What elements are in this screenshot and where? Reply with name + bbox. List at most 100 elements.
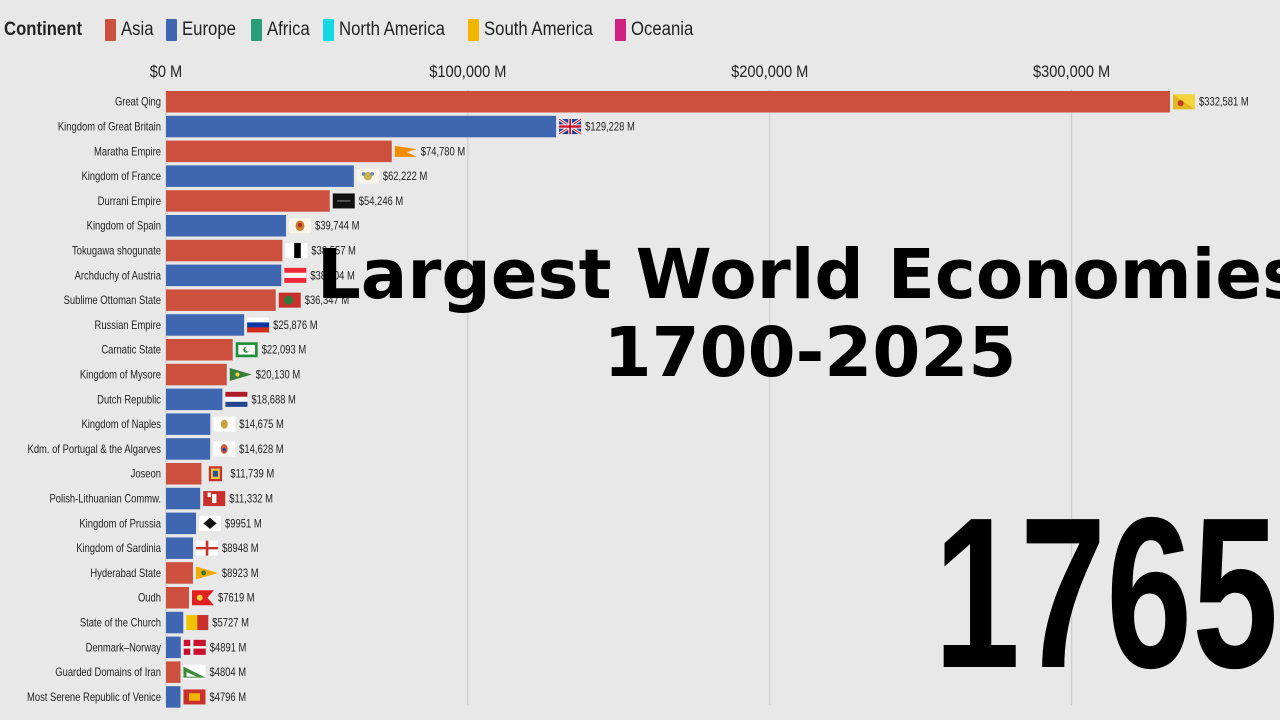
bar	[166, 636, 181, 659]
portugal-flag	[213, 441, 236, 457]
x-tick-label: $300,000 M	[1033, 63, 1110, 81]
category-label: Carnatic State	[101, 344, 161, 357]
france-flag	[356, 168, 379, 184]
value-label: $22,093 M	[262, 344, 306, 357]
bar-row: Denmark–Norway $4891 M	[86, 636, 246, 659]
value-label: $4804 M	[210, 666, 247, 679]
bar-row: Kingdom of France $62,222 M	[81, 165, 427, 187]
bar-row: Kingdom of Naples $14,675 M	[81, 413, 284, 435]
qing-flag	[1173, 94, 1195, 110]
bar	[166, 239, 283, 262]
category-label: Hyderabad State	[90, 567, 161, 580]
category-label: Great Qing	[115, 96, 161, 109]
value-label: $18,688 M	[251, 394, 295, 407]
bar-row: Hyderabad State $8923 M	[90, 562, 259, 584]
naples-flag	[213, 416, 236, 432]
value-label: $4796 M	[209, 691, 246, 704]
value-label: $54,246 M	[359, 195, 403, 208]
bar-row: Oudh $7619 M	[138, 587, 255, 609]
category-label: Kdm. of Portugal & the Algarves	[28, 443, 161, 456]
bar-row: Most Serene Republic of Venice $4796 M	[27, 686, 246, 708]
tokugawa-flag	[285, 243, 308, 259]
category-label: Kingdom of Mysore	[80, 369, 161, 382]
bar-row: Kingdom of Mysore $20,130 M	[80, 363, 300, 386]
bar	[166, 537, 194, 559]
value-label: $20,130 M	[256, 369, 300, 382]
poland-flag	[203, 491, 226, 507]
category-label: Maratha Empire	[94, 146, 161, 159]
category-label: Sublime Ottoman State	[64, 294, 161, 307]
bar	[166, 289, 276, 311]
bar	[166, 388, 223, 411]
bar-row: Kingdom of Prussia $9951 M	[79, 512, 262, 535]
bar-row: Kingdom of Spain $39,744 M	[87, 215, 359, 237]
legend-label: Oceania	[631, 19, 694, 40]
value-label: $11,739 M	[230, 468, 274, 481]
sardinia-flag	[196, 540, 219, 556]
bar	[166, 363, 227, 386]
category-label: Kingdom of Naples	[81, 418, 161, 431]
bar-row: Russian Empire $25,876 M	[95, 314, 318, 336]
spain-flag	[288, 218, 311, 234]
bar-row: Tokugawa shogunate $38,557 M	[72, 239, 356, 262]
x-tick-label: $100,000 M	[429, 63, 506, 81]
legend: Continent Asia Europe Africa North Ameri…	[4, 18, 710, 42]
bar	[166, 438, 211, 460]
legend-swatch	[104, 19, 116, 41]
bar	[166, 140, 392, 163]
bar-row: Guarded Domains of Iran $4804 M	[55, 661, 246, 683]
x-axis-ticks: $0 M $100,000 M $200,000 M $300,000 M	[150, 63, 1110, 81]
bar-row: Kingdom of Great Britain $129,228 M	[58, 115, 635, 138]
bar	[166, 115, 557, 138]
venice-flag	[183, 689, 206, 705]
papal-flag	[186, 615, 209, 631]
value-label: $39,744 M	[315, 220, 359, 233]
year-label: 1765	[933, 472, 1278, 713]
category-label: Polish-Lithuanian Commw.	[50, 493, 161, 506]
category-label: Joseon	[131, 468, 162, 481]
bar	[166, 562, 193, 584]
value-label: $74,780 M	[421, 146, 465, 159]
legend-item-south-america: South America	[467, 19, 608, 41]
bar-row: Sublime Ottoman State $36,347 M	[64, 289, 349, 311]
category-label: Kingdom of Prussia	[79, 518, 161, 531]
category-label: Tokugawa shogunate	[72, 245, 161, 258]
legend-swatch	[165, 19, 177, 41]
legend-item-africa: Africa	[250, 19, 316, 41]
category-label: Archduchy of Austria	[75, 270, 161, 283]
bar-row: Joseon $11,739 M	[131, 463, 274, 485]
bar	[166, 215, 286, 237]
denmark-flag	[183, 639, 206, 655]
bar	[166, 587, 190, 609]
value-label: $9951 M	[225, 518, 262, 531]
title-line-2: 1700-2025	[603, 313, 1017, 393]
value-label: $8923 M	[222, 567, 259, 580]
category-label: Denmark–Norway	[86, 642, 162, 655]
legend-item-europe: Europe	[165, 19, 243, 41]
carnatic-flag	[235, 342, 258, 358]
legend-swatch	[323, 19, 335, 41]
bar-row: Kingdom of Sardinia $8948 M	[76, 537, 259, 559]
legend-label: North America	[339, 19, 446, 40]
value-label: $38,204 M	[310, 270, 354, 283]
value-label: $5727 M	[212, 617, 249, 630]
bar-row: Archduchy of Austria $38,204 M	[75, 264, 355, 287]
legend-swatch	[615, 19, 627, 41]
value-label: $38,557 M	[311, 245, 355, 258]
hyderabad-flag	[195, 566, 218, 580]
value-label: $7619 M	[218, 592, 255, 605]
bar-row: State of the Church $5727 M	[80, 611, 249, 634]
durrani-flag	[332, 193, 355, 209]
dutch-flag	[225, 391, 248, 407]
bar	[166, 339, 233, 361]
bar	[166, 314, 245, 336]
britain-flag	[558, 117, 582, 136]
category-label: State of the Church	[80, 617, 161, 630]
bar-row: Dutch Republic $18,688 M	[97, 388, 296, 411]
value-label: $62,222 M	[383, 170, 427, 183]
bar-row: Maratha Empire $74,780 M	[94, 140, 465, 163]
legend-item-asia: Asia	[104, 19, 158, 41]
category-label: Kingdom of France	[81, 170, 161, 183]
legend-label: Asia	[120, 19, 154, 40]
